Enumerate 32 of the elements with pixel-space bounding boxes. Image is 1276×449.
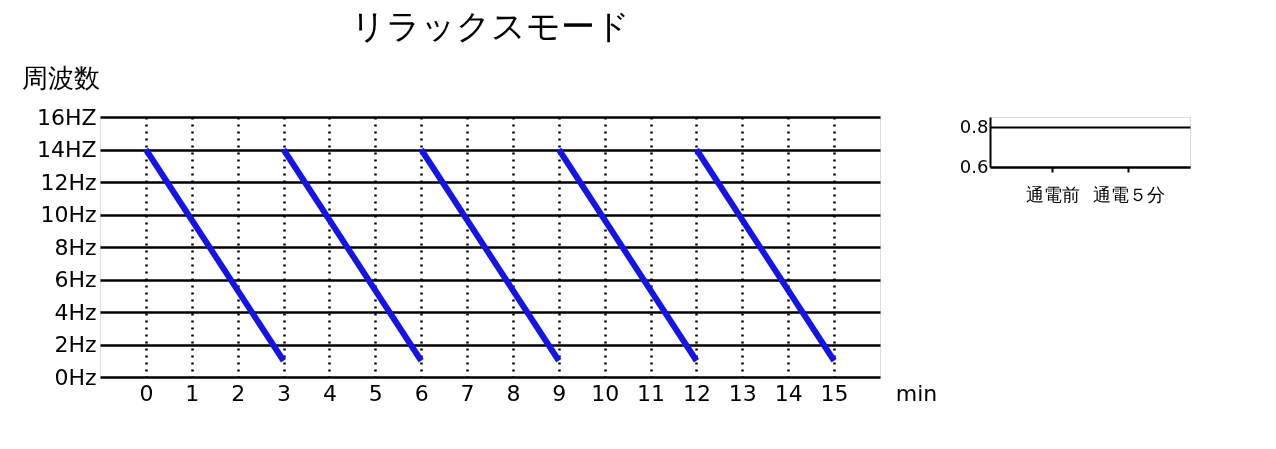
x-tick-label: 4 xyxy=(322,380,337,406)
x-tick-label: 通電５分 xyxy=(1092,183,1165,205)
x-tick-label: 8 xyxy=(506,380,521,406)
y-tick-label: 14HZ xyxy=(36,137,97,162)
y-tick-label: 8Hz xyxy=(54,234,97,260)
y-tick-label: 0Hz xyxy=(54,364,97,390)
y-tick-label: 10Hz xyxy=(40,202,97,227)
x-tick-label: 1 xyxy=(185,380,200,406)
x-tick-label: 9 xyxy=(552,380,567,406)
y-tick-label: 12Hz xyxy=(40,169,97,195)
y-tick-label: 0.8 xyxy=(959,115,989,137)
x-tick-label: 2 xyxy=(231,380,246,406)
chart-title: リラックスモード xyxy=(350,6,630,46)
x-tick-label: 3 xyxy=(277,380,292,406)
y-axis-title: 周波数 xyxy=(21,62,100,93)
y-tick-label: 0.6 xyxy=(959,155,989,177)
x-tick-label: 12 xyxy=(682,380,711,406)
x-tick-label: 通電前 xyxy=(1025,183,1080,205)
x-tick-label: 5 xyxy=(368,380,383,406)
y-tick-label: 2Hz xyxy=(54,332,97,357)
x-axis-title: min xyxy=(895,380,938,406)
y-tick-label: 16HZ xyxy=(36,104,97,130)
x-tick-label: 7 xyxy=(460,380,475,406)
x-tick-label: 11 xyxy=(637,380,666,406)
x-tick-label: 13 xyxy=(728,380,757,406)
x-tick-label: 0 xyxy=(139,380,154,406)
x-tick-label: 14 xyxy=(774,380,803,406)
y-tick-label: 4Hz xyxy=(54,299,97,325)
x-tick-label: 6 xyxy=(414,380,429,406)
x-tick-label: 10 xyxy=(591,380,620,406)
y-tick-label: 6Hz xyxy=(54,267,97,292)
x-tick-label: 15 xyxy=(820,380,849,406)
